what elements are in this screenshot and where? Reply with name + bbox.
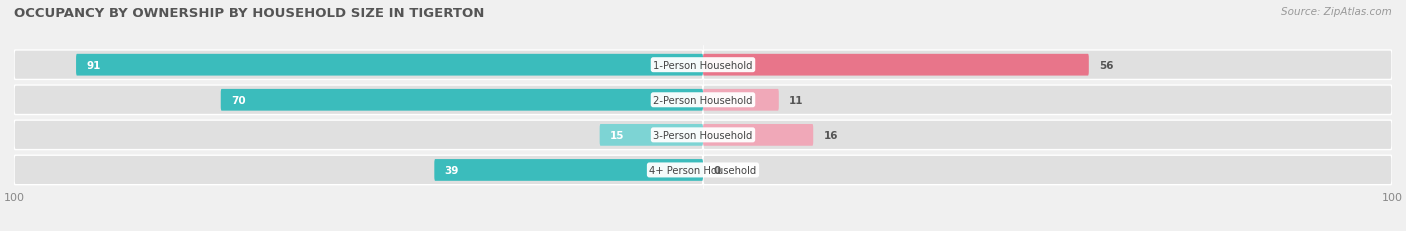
FancyBboxPatch shape bbox=[703, 55, 1088, 76]
FancyBboxPatch shape bbox=[14, 51, 703, 80]
FancyBboxPatch shape bbox=[703, 90, 779, 111]
Text: 56: 56 bbox=[1099, 61, 1114, 70]
Text: 11: 11 bbox=[789, 95, 804, 105]
Text: 91: 91 bbox=[86, 61, 101, 70]
Text: 0: 0 bbox=[713, 165, 721, 175]
Text: 39: 39 bbox=[444, 165, 458, 175]
Text: 70: 70 bbox=[231, 95, 246, 105]
FancyBboxPatch shape bbox=[14, 121, 703, 150]
FancyBboxPatch shape bbox=[434, 159, 703, 181]
Text: 4+ Person Household: 4+ Person Household bbox=[650, 165, 756, 175]
Text: 2-Person Household: 2-Person Household bbox=[654, 95, 752, 105]
FancyBboxPatch shape bbox=[703, 121, 1392, 150]
Text: 1-Person Household: 1-Person Household bbox=[654, 61, 752, 70]
FancyBboxPatch shape bbox=[703, 125, 813, 146]
FancyBboxPatch shape bbox=[703, 155, 1392, 185]
FancyBboxPatch shape bbox=[703, 86, 1392, 115]
FancyBboxPatch shape bbox=[76, 55, 703, 76]
FancyBboxPatch shape bbox=[221, 90, 703, 111]
FancyBboxPatch shape bbox=[14, 155, 703, 185]
Text: OCCUPANCY BY OWNERSHIP BY HOUSEHOLD SIZE IN TIGERTON: OCCUPANCY BY OWNERSHIP BY HOUSEHOLD SIZE… bbox=[14, 7, 485, 20]
FancyBboxPatch shape bbox=[14, 86, 703, 115]
Text: Source: ZipAtlas.com: Source: ZipAtlas.com bbox=[1281, 7, 1392, 17]
FancyBboxPatch shape bbox=[599, 125, 703, 146]
Text: 3-Person Household: 3-Person Household bbox=[654, 130, 752, 140]
Text: 15: 15 bbox=[610, 130, 624, 140]
Text: 16: 16 bbox=[824, 130, 838, 140]
FancyBboxPatch shape bbox=[703, 51, 1392, 80]
